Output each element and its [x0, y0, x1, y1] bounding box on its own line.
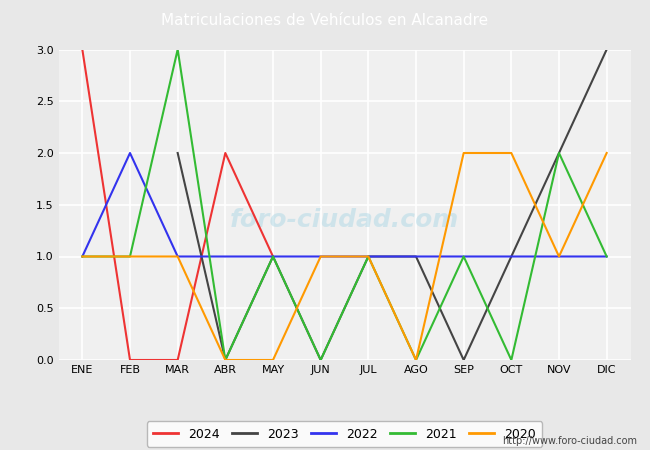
Text: foro-ciudad.com: foro-ciudad.com: [230, 208, 459, 232]
Legend: 2024, 2023, 2022, 2021, 2020: 2024, 2023, 2022, 2021, 2020: [147, 421, 542, 447]
Text: http://www.foro-ciudad.com: http://www.foro-ciudad.com: [502, 436, 637, 446]
Text: Matriculaciones de Vehículos en Alcanadre: Matriculaciones de Vehículos en Alcanadr…: [161, 13, 489, 28]
